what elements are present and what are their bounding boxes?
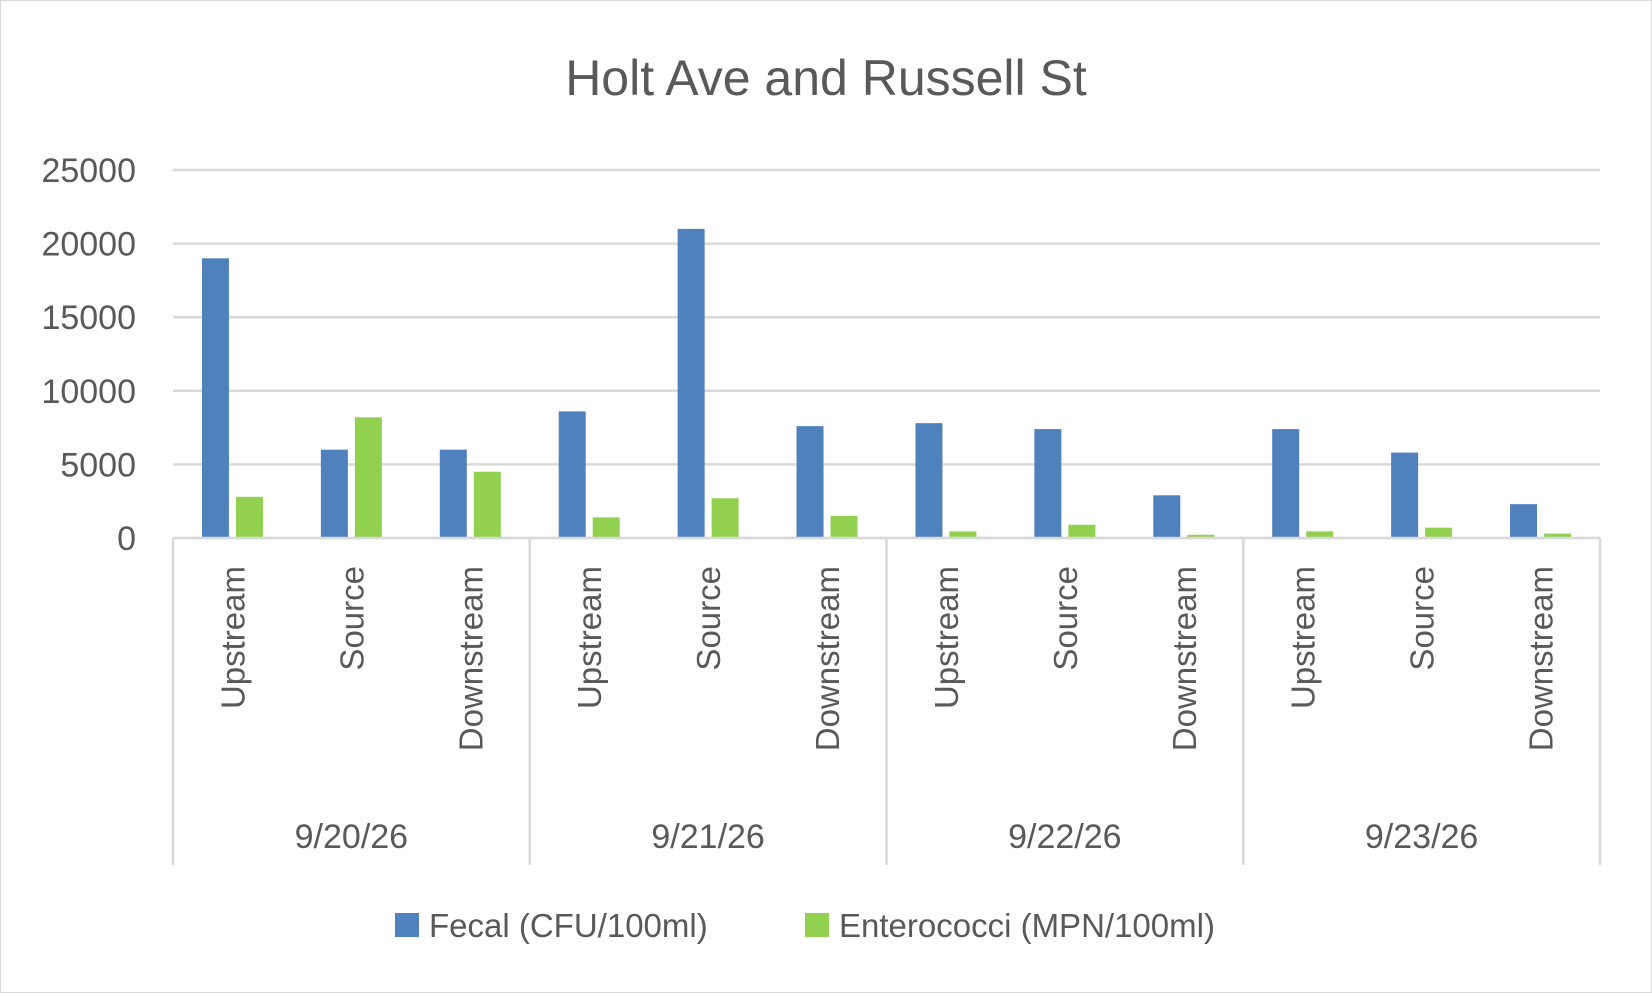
y-axis: 0 5000 10000 15000 20000 25000 [41,152,136,558]
category-label: Upstream [214,566,251,709]
group-label: 9/23/26 [1365,818,1478,856]
bars [201,228,1572,538]
bar-fecal [201,258,229,538]
bar-fecal [558,411,586,538]
group-label: 9/20/26 [295,818,408,856]
bar-enterococci [354,417,382,538]
bar-fecal [1034,429,1062,538]
category-label: Downstream [809,566,846,751]
group-label: 9/22/26 [1008,818,1121,856]
bar-fecal [915,423,943,538]
bar-enterococci [1425,527,1453,538]
category-label: Upstream [1285,566,1322,709]
y-tick-label: 25000 [41,152,136,190]
category-label: Downstream [1523,566,1560,751]
bar-fecal [320,449,348,538]
gridlines [173,168,1600,540]
legend-swatch-fecal [395,913,419,937]
bar-enterococci [592,517,620,538]
bar-enterococci [473,471,501,538]
category-label: Downstream [1166,566,1203,751]
group-label: 9/21/26 [651,818,764,856]
category-label: Downstream [452,566,489,751]
bar-enterococci [711,498,739,538]
legend-swatch-enterococci [805,913,829,937]
category-label: Upstream [928,566,965,709]
x-axis: Upstream Source Downstream 9/20/26 Upstream S… [171,536,1602,865]
y-tick-label: 0 [117,520,136,558]
bar-fecal [796,426,824,538]
bar-fecal [1153,495,1181,538]
bar-enterococci [1068,524,1096,538]
y-tick-label: 15000 [41,299,136,337]
bar-enterococci [1187,534,1215,538]
y-tick-label: 20000 [41,226,136,264]
category-label: Source [690,566,727,671]
bar-enterococci [235,496,263,538]
bar-enterococci [1544,533,1572,538]
bar-fecal [1510,504,1538,538]
legend: Fecal (CFU/100ml) Enterococci (MPN/100ml) [395,907,1215,944]
bar-enterococci [949,531,977,538]
bar-fecal [1272,429,1300,538]
chart-title: Holt Ave and Russell St [565,50,1087,106]
bar-fecal [677,228,705,538]
legend-label: Fecal (CFU/100ml) [429,907,708,944]
bar-fecal [439,449,467,538]
legend-label: Enterococci (MPN/100ml) [839,907,1215,944]
category-label: Source [1404,566,1441,671]
y-tick-label: 10000 [41,373,136,411]
y-tick-label: 5000 [60,446,136,484]
category-label: Source [1047,566,1084,671]
bar-enterococci [830,515,858,538]
category-label: Source [333,566,370,671]
category-label: Upstream [571,566,608,709]
bar-enterococci [1306,531,1334,538]
bar-fecal [1391,452,1419,538]
